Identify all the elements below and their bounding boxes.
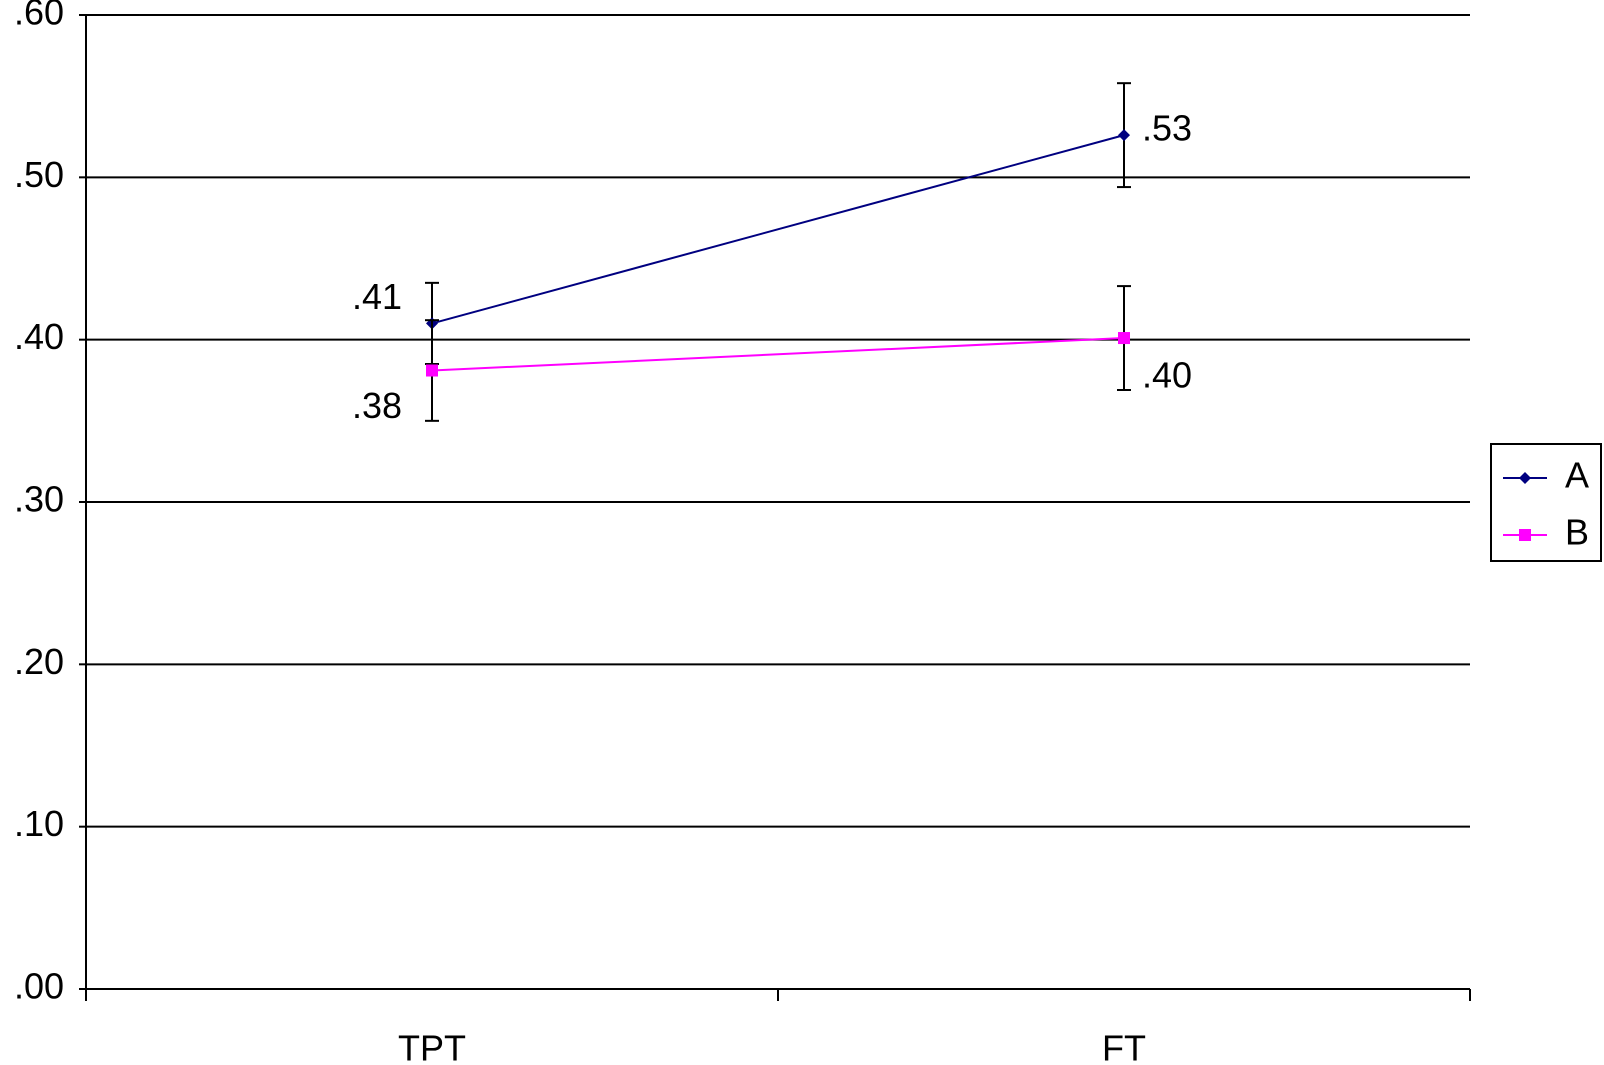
legend-marker — [1519, 472, 1531, 484]
y-tick-label: .60 — [14, 0, 64, 33]
marker — [426, 364, 438, 377]
data-label: .38 — [352, 385, 402, 426]
y-tick-label: .40 — [14, 316, 64, 357]
y-tick-label: .20 — [14, 641, 64, 682]
y-tick-label: .30 — [14, 479, 64, 520]
legend-label: B — [1565, 512, 1589, 553]
data-label: .41 — [352, 276, 402, 317]
legend-marker — [1519, 529, 1531, 541]
series-line — [431, 134, 1125, 325]
y-tick-label: .00 — [14, 966, 64, 1007]
x-tick-label: TPT — [398, 1028, 466, 1065]
legend-box — [1490, 443, 1602, 562]
marker — [1118, 129, 1130, 142]
series-line — [431, 337, 1125, 372]
y-tick-label: .50 — [14, 154, 64, 195]
legend-label: A — [1565, 455, 1589, 496]
data-label: .40 — [1142, 355, 1192, 396]
data-label: .53 — [1142, 108, 1192, 149]
y-tick-label: .10 — [14, 803, 64, 844]
x-tick-label: FT — [1102, 1028, 1146, 1065]
marker — [1118, 332, 1130, 345]
